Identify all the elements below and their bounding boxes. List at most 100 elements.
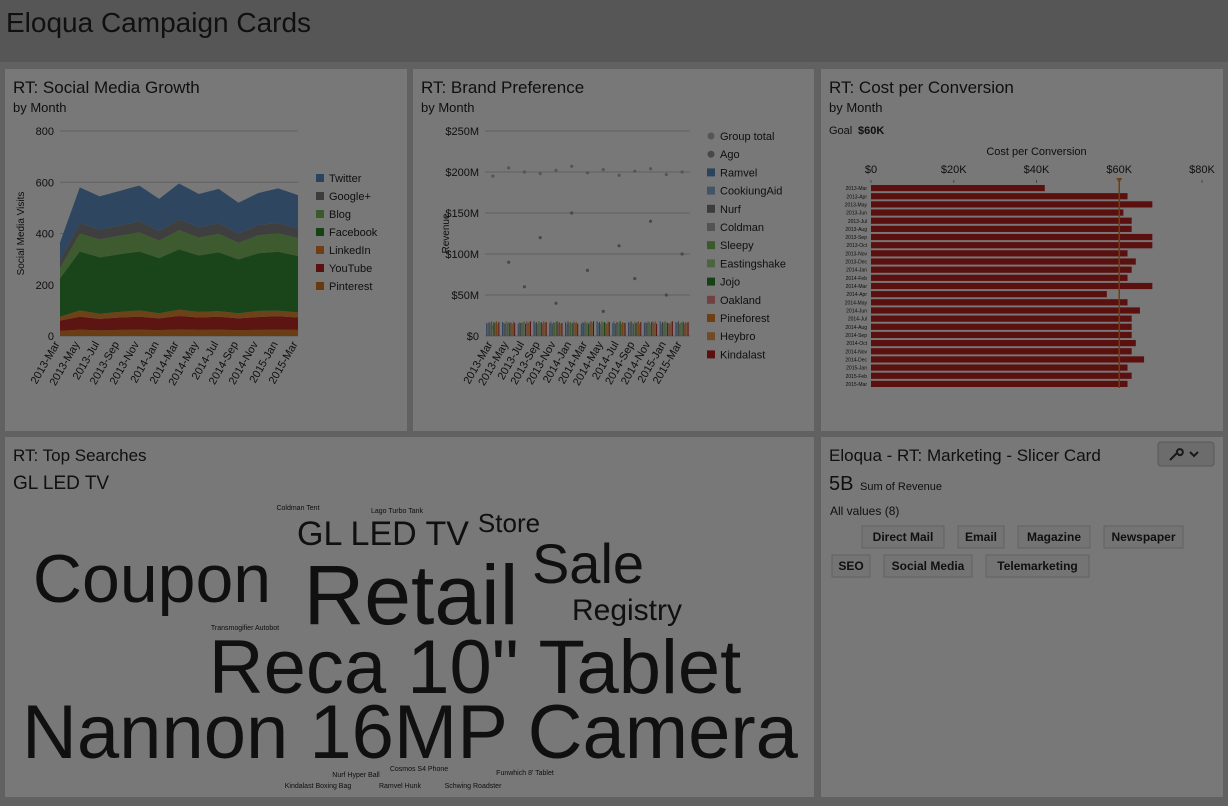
settings-button[interactable]	[1157, 441, 1215, 467]
bar	[535, 322, 537, 336]
bar	[488, 322, 490, 336]
bar	[871, 258, 1136, 265]
slicer-option-label[interactable]: Magazine	[1027, 530, 1081, 544]
bar	[652, 321, 654, 336]
bar	[670, 322, 672, 336]
bar	[602, 322, 604, 336]
slicer-option-label[interactable]: Email	[965, 530, 997, 544]
bar	[618, 322, 620, 336]
y-axis-label: Social Media Visits	[16, 192, 27, 276]
bar	[506, 322, 508, 336]
bar	[534, 322, 536, 336]
bar	[589, 322, 591, 336]
dot	[633, 169, 637, 173]
dot	[617, 173, 621, 177]
bar	[871, 184, 1045, 192]
y-tick-label: $50M	[451, 290, 479, 302]
bar	[520, 322, 522, 336]
bar	[572, 322, 574, 336]
bar	[596, 321, 598, 336]
bar	[629, 322, 631, 336]
bar	[600, 323, 602, 336]
legend-marker	[707, 350, 715, 359]
bar	[871, 299, 1128, 306]
y-tick-label: 2014-Aug	[845, 325, 867, 331]
bar	[561, 322, 563, 336]
bar	[518, 322, 520, 336]
bar	[538, 321, 540, 336]
bar	[586, 322, 588, 336]
bar	[871, 348, 1132, 355]
dot	[585, 171, 590, 175]
bar	[491, 321, 493, 336]
bar	[686, 322, 688, 336]
slicer-option-label[interactable]: Telemarketing	[997, 559, 1077, 573]
bar	[577, 323, 579, 336]
bar	[622, 322, 624, 336]
bar	[566, 323, 568, 336]
bar	[556, 321, 558, 336]
bar	[871, 331, 1132, 339]
legend-marker	[707, 132, 715, 140]
bar	[544, 322, 546, 336]
total-value: 5B	[829, 473, 853, 495]
card-subtitle: by Month	[829, 100, 882, 115]
y-tick-label: $250M	[445, 126, 479, 138]
goal-value: $60K	[858, 125, 884, 137]
bar	[591, 322, 593, 336]
bar	[588, 323, 590, 336]
bar	[636, 322, 638, 336]
legend-marker	[316, 264, 324, 272]
area	[60, 329, 298, 336]
slicer-option-label[interactable]: Newspaper	[1111, 530, 1175, 544]
bar	[514, 322, 516, 336]
bar	[492, 323, 494, 336]
bar	[574, 322, 576, 336]
area	[60, 249, 298, 317]
legend-marker	[707, 295, 715, 304]
bar	[871, 380, 1128, 388]
bar	[656, 323, 658, 336]
search-word: Funwhich 8' Tablet	[496, 770, 554, 777]
bar	[660, 323, 662, 336]
bar	[489, 322, 491, 336]
legend-label: YouTube	[329, 263, 372, 275]
bar	[871, 217, 1132, 224]
x-axis-label: Cost per Conversion	[986, 146, 1086, 158]
x-tick-label: $40K	[1024, 164, 1050, 176]
y-tick-label: 2015-Jan	[846, 366, 867, 372]
search-word: Nannon 16MP Camera	[22, 690, 799, 775]
legend-marker	[707, 332, 715, 341]
dot	[680, 170, 684, 174]
legend-label: Heybro	[720, 331, 755, 343]
card-title: Eloqua - RT: Marketing - Slicer Card	[829, 446, 1101, 465]
y-tick-label: 2014-Jul	[848, 317, 867, 323]
y-tick-label: 2014-Dec	[845, 357, 867, 363]
bar	[533, 321, 535, 336]
bar	[651, 322, 653, 336]
bar	[508, 322, 510, 336]
dot	[554, 301, 558, 305]
legend-marker	[316, 210, 324, 218]
card-title: RT: Top Searches	[13, 446, 147, 465]
bar	[557, 322, 559, 336]
dot	[648, 219, 653, 223]
legend-label: Google+	[329, 191, 371, 203]
card-title: RT: Social Media Growth	[13, 78, 200, 97]
bar	[575, 322, 578, 336]
bar	[554, 322, 556, 336]
y-tick-label: 2014-Sep	[845, 333, 867, 339]
bar	[545, 322, 547, 336]
search-word: Sale	[532, 532, 644, 595]
legend-marker	[707, 150, 715, 158]
dot	[680, 252, 684, 256]
legend-label: Pineforest	[720, 313, 770, 325]
bar	[871, 250, 1128, 257]
y-tick-label: 2015-Mar	[846, 382, 868, 388]
slicer-option-label[interactable]: Direct Mail	[873, 530, 934, 544]
legend-marker	[316, 228, 324, 236]
bar	[597, 322, 599, 336]
bar	[679, 323, 681, 336]
slicer-option-label[interactable]: SEO	[838, 559, 863, 573]
slicer-option-label[interactable]: Social Media	[892, 559, 965, 573]
